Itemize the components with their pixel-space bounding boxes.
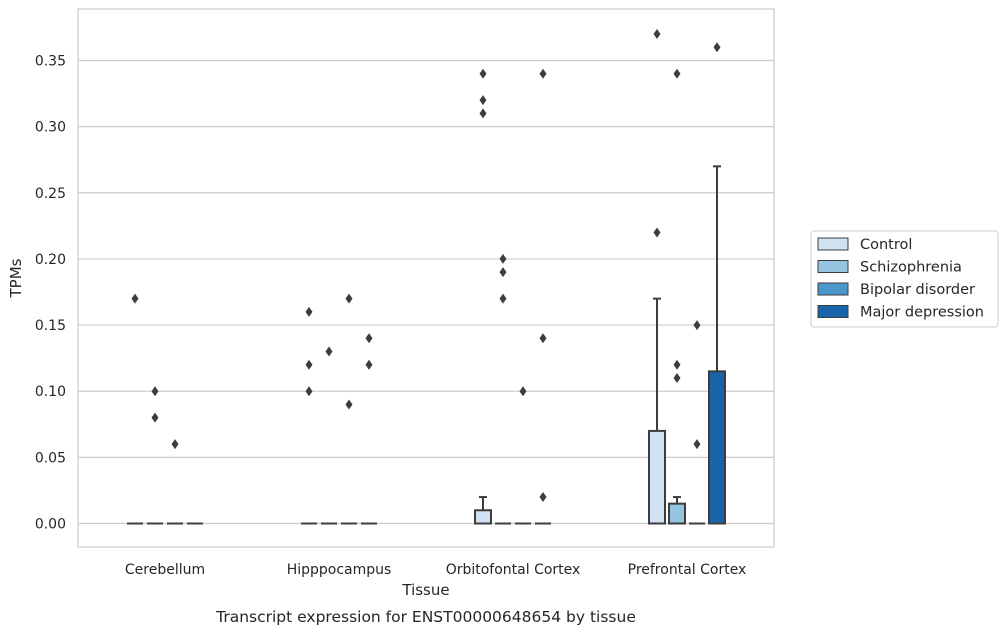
box-group [535,68,551,525]
outlier-point [693,439,701,450]
outlier-point [171,439,179,450]
outlier-point [151,386,159,397]
legend-label: Bipolar disorder [860,282,975,298]
box-series [127,29,726,525]
outlier-point [713,42,721,53]
legend-swatch [817,282,849,296]
box-group [515,386,531,525]
legend-frame [810,230,999,328]
box-group [167,439,183,525]
legend-swatch [817,305,849,318]
outlier-point [499,293,507,304]
y-tick-label: 0.05 [35,450,66,466]
outlier-point [673,68,681,79]
box [474,509,492,525]
legend-swatch [817,260,849,273]
legend-swatch [817,237,849,251]
outlier-point [345,293,353,304]
legend-label: Schizophrenia [860,260,962,276]
box-group [648,29,666,525]
outlier-point [345,399,353,410]
outlier-point [479,68,487,79]
y-tick-label: 0.35 [35,54,66,70]
outlier-point [131,293,139,304]
box-group [361,333,377,525]
box-group [668,68,686,525]
outlier-point [673,372,681,383]
outlier-point [653,227,661,238]
outlier-point [499,267,507,278]
x-tick-label: Hipppocampus [287,562,392,578]
outlier-point [653,29,661,40]
outlier-point [479,108,487,119]
y-axis-label: TPMs [7,258,25,298]
y-tick-label: 0.00 [35,517,66,533]
y-tick-label: 0.30 [35,120,66,136]
x-axis-label: Tissue [401,581,449,599]
outlier-point [151,412,159,423]
box-group [341,293,357,525]
outlier-point [305,306,313,317]
box [648,429,666,525]
box-group [321,346,337,525]
legend-label: Major depression [860,305,984,321]
box-group [147,386,163,525]
outlier-point [365,359,373,370]
outlier-point [479,95,487,106]
gridlines [78,59,774,525]
outlier-point [539,492,547,503]
y-tick-labels: 0.00 0.05 0.10 0.15 0.20 0.25 0.30 0.35 [35,54,66,533]
outlier-point [693,320,701,331]
outlier-point [539,333,547,344]
y-tick-label: 0.10 [35,384,66,400]
legend-label: Control [860,237,912,253]
outlier-point [305,359,313,370]
outlier-point [325,346,333,357]
x-tick-label: Cerebellum [125,562,205,578]
y-tick-label: 0.15 [35,318,66,334]
plot-background [78,9,774,547]
x-tick-label: Prefrontal Cortex [628,562,747,578]
outlier-point [673,359,681,370]
box-group [495,253,511,525]
legend: Control Schizophrenia Bipolar disorder Majo… [810,230,999,328]
plot-frame [77,8,775,548]
y-tick-label: 0.20 [35,252,66,268]
outlier-point [539,68,547,79]
chart-caption: Transcript expression for ENST0000064865… [215,608,636,626]
x-tick-label: Orbitofontal Cortex [446,562,581,578]
outlier-point [305,386,313,397]
outlier-point [519,386,527,397]
box [668,502,686,525]
box-group [301,306,317,525]
y-tick-label: 0.25 [35,186,66,202]
outlier-point [499,253,507,264]
box-group [689,320,705,525]
box-group [474,68,492,525]
box [708,370,726,525]
box-group [127,293,143,525]
outlier-point [365,333,373,344]
box-group [708,42,726,525]
x-tick-labels: Cerebellum Hipppocampus Orbitofontal Corte… [125,562,746,578]
